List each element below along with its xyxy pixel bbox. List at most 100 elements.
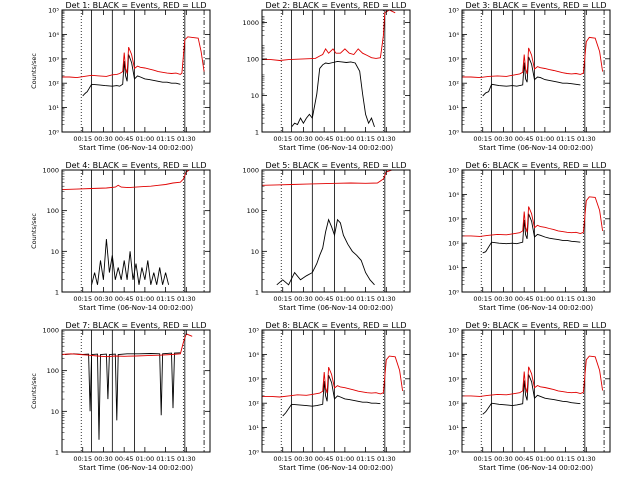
x-tick-label: 00:30 [494, 455, 513, 463]
x-tick-label: 00:15 [273, 455, 292, 463]
x-tick-label: 00:15 [273, 135, 292, 143]
panel-det-5: Det 5: BLACK = Events, RED = LLD 1 10 100 10… [242, 161, 411, 312]
plot-frame [61, 9, 211, 133]
x-tick-label: 00:30 [294, 455, 313, 463]
y-tick-label: 1000 [242, 167, 259, 175]
y-tick-label: 10² [448, 240, 459, 248]
y-tick-label: 1 [55, 449, 59, 457]
x-tick-label: 00:15 [73, 455, 92, 463]
panel-title: Det 2: BLACK = Events, RED = LLD [266, 1, 407, 10]
panel-det-8: Det 8: BLACK = Events, RED = LLD 10⁰ 10¹ 10… [248, 321, 411, 472]
y-tick-label: 10⁴ [248, 351, 259, 359]
panel-det-1: Det 1: BLACK = Events, RED = LLD 10⁰ 10¹ 10… [30, 1, 211, 152]
x-axis-label: Start Time (06-Nov-14 00:02:00) [79, 464, 193, 472]
x-axis-label: Start Time (06-Nov-14 00:02:00) [79, 304, 193, 312]
panel-det-7: Det 7: BLACK = Events, RED = LLD 1 10 100 10… [30, 321, 211, 472]
x-tick-label: 01:30 [577, 135, 596, 143]
y-axis-label: Counts/sec [30, 373, 38, 409]
plot-frame [461, 9, 611, 133]
x-tick-label: 01:30 [177, 135, 196, 143]
y-tick-label: 1 [255, 129, 259, 137]
x-tick-label: 01:00 [536, 295, 555, 303]
x-tick-label: 00:45 [115, 455, 134, 463]
plot-frame [61, 329, 211, 453]
x-tick-label: 01:30 [577, 455, 596, 463]
y-tick-label: 10⁵ [248, 327, 259, 335]
x-tick-label: 01:30 [177, 295, 196, 303]
y-axis-label: Counts/sec [30, 213, 38, 249]
series-events [291, 60, 375, 128]
x-tick-label: 01:30 [377, 455, 396, 463]
y-tick-label: 10² [448, 400, 459, 408]
y-tick-label: 10⁵ [448, 327, 459, 335]
x-tick-label: 01:30 [177, 455, 196, 463]
panel-title: Det 1: BLACK = Events, RED = LLD [66, 1, 207, 10]
series-lld [262, 9, 396, 61]
x-tick-label: 00:15 [73, 295, 92, 303]
x-tick-label: 01:15 [556, 295, 575, 303]
panel-title: Det 5: BLACK = Events, RED = LLD [266, 161, 407, 170]
y-tick-label: 10¹ [248, 424, 259, 432]
y-tick-label: 10⁴ [448, 191, 459, 199]
x-tick-label: 00:30 [494, 135, 513, 143]
plot-frame [461, 169, 611, 293]
plot-frame [61, 169, 211, 293]
x-tick-label: 01:00 [536, 455, 555, 463]
y-tick-label: 1 [255, 289, 259, 297]
x-tick-label: 01:00 [536, 135, 555, 143]
series-events [482, 213, 581, 254]
x-tick-label: 01:15 [556, 455, 575, 463]
x-tick-label: 01:00 [336, 295, 355, 303]
x-tick-label: 00:45 [315, 455, 334, 463]
y-tick-label: 10 [251, 248, 259, 256]
series-lld [262, 355, 404, 398]
plot-frame [261, 169, 411, 293]
y-tick-label: 1000 [242, 19, 259, 27]
series-lld [462, 36, 604, 79]
y-tick-label: 10¹ [448, 264, 459, 272]
x-axis-label: Start Time (06-Nov-14 00:02:00) [479, 464, 593, 472]
y-tick-label: 10⁰ [448, 129, 459, 137]
plot-frame [261, 9, 411, 133]
x-tick-label: 01:15 [156, 135, 175, 143]
x-tick-label: 01:00 [136, 295, 155, 303]
y-tick-label: 10³ [448, 375, 459, 383]
x-axis-label: Start Time (06-Nov-14 00:02:00) [79, 144, 193, 152]
x-tick-label: 01:00 [336, 135, 355, 143]
x-tick-label: 01:15 [556, 135, 575, 143]
x-tick-label: 00:15 [473, 455, 492, 463]
y-tick-label: 10⁰ [248, 449, 259, 457]
x-tick-label: 01:00 [136, 455, 155, 463]
x-tick-label: 00:30 [294, 295, 313, 303]
y-tick-label: 10² [48, 80, 59, 88]
y-tick-label: 10⁵ [448, 167, 459, 175]
y-tick-label: 1 [55, 289, 59, 297]
plot-frame [261, 329, 411, 453]
y-axis-label: Counts/sec [30, 53, 38, 89]
panel-det-2: Det 2: BLACK = Events, RED = LLD 1 10 100 10… [242, 1, 411, 152]
y-tick-label: 10⁵ [48, 7, 59, 15]
series-events [64, 352, 181, 440]
y-tick-label: 10³ [248, 375, 259, 383]
panel-title: Det 6: BLACK = Events, RED = LLD [466, 161, 607, 170]
y-tick-label: 10³ [448, 55, 459, 63]
x-tick-label: 00:45 [515, 455, 534, 463]
y-tick-label: 100 [247, 55, 259, 63]
x-axis-label: Start Time (06-Nov-14 00:02:00) [479, 304, 593, 312]
x-tick-label: 00:15 [473, 135, 492, 143]
x-tick-label: 01:15 [156, 455, 175, 463]
series-events [276, 218, 375, 286]
panel-title: Det 3: BLACK = Events, RED = LLD [466, 1, 607, 10]
x-tick-label: 00:45 [515, 295, 534, 303]
series-lld [62, 36, 205, 79]
y-tick-label: 10⁴ [48, 31, 59, 39]
panel-det-6: Det 6: BLACK = Events, RED = LLD 10⁰ 10¹ 10… [448, 161, 611, 312]
plot-frame [461, 329, 611, 453]
x-tick-label: 01:15 [356, 295, 375, 303]
x-axis-label: Start Time (06-Nov-14 00:02:00) [479, 144, 593, 152]
series-events [82, 54, 181, 97]
x-tick-label: 00:45 [315, 135, 334, 143]
y-tick-label: 10 [51, 408, 59, 416]
x-tick-label: 01:00 [336, 455, 355, 463]
